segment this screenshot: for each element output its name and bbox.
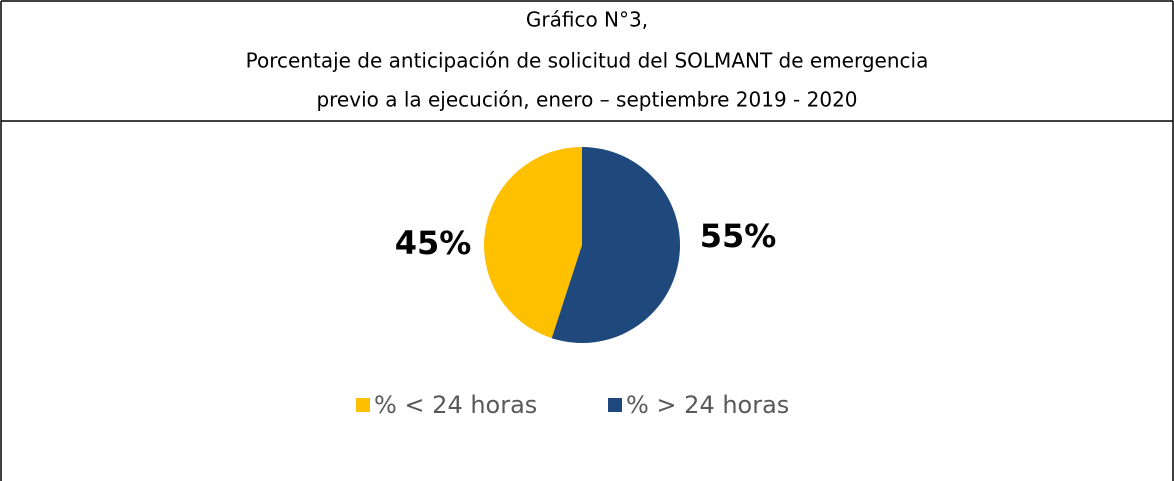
legend-label: % > 24 horas: [626, 391, 789, 419]
value-label: 55%: [700, 217, 777, 255]
pie-slice: [551, 147, 680, 344]
legend-swatch: [608, 398, 622, 412]
chart-title: Gráfico N°3,: [526, 8, 648, 32]
chart-subtitle: previo a la ejecución, enero – septiembr…: [316, 88, 857, 112]
legend-swatch: [356, 398, 370, 412]
chart-subtitle: Porcentaje de anticipación de solicitud …: [246, 49, 929, 73]
value-label: 45%: [395, 224, 472, 262]
legend-label: % < 24 horas: [374, 391, 537, 419]
pie-slice: [483, 147, 582, 339]
